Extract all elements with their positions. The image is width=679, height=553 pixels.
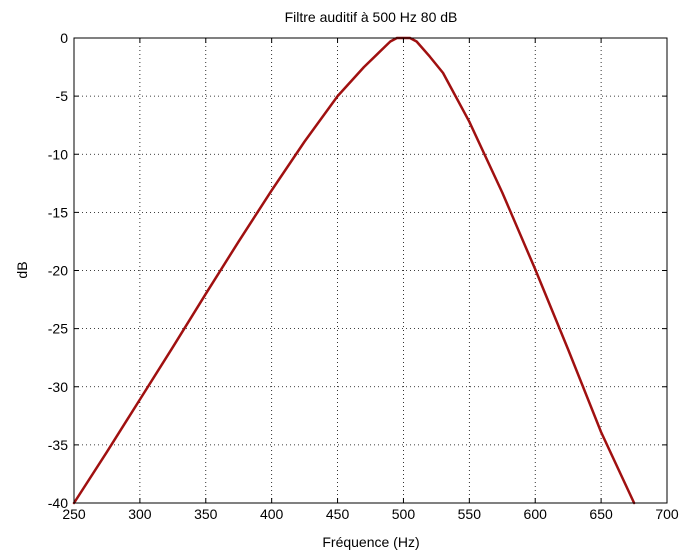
y-tick-label: -35	[48, 437, 68, 453]
x-tick-label: 350	[194, 506, 218, 522]
series-lines	[72, 36, 636, 505]
x-axis-label: Fréquence (Hz)	[322, 534, 419, 550]
y-tick-label: -10	[48, 146, 68, 162]
x-tick-label: 450	[326, 506, 350, 522]
x-tick-label: 700	[655, 506, 679, 522]
x-tick-label: 250	[62, 506, 86, 522]
y-axis-label: dB	[14, 261, 30, 278]
y-tick-label: -40	[48, 495, 68, 511]
x-tick-label: 500	[392, 506, 416, 522]
x-tick-label: 650	[589, 506, 613, 522]
x-tick-label: 550	[458, 506, 482, 522]
y-tick-label: -15	[48, 204, 68, 220]
chart-title: Filtre auditif à 500 Hz 80 dB	[285, 9, 458, 25]
y-tick-label: -5	[56, 88, 69, 104]
y-tick-label: -25	[48, 321, 68, 337]
axis-ticks: 250 300 350 400 450 500 550 600 650 700 0 -5 -10 -15 -…	[48, 30, 679, 522]
y-tick-label: -30	[48, 379, 68, 395]
x-tick-label: 400	[260, 506, 284, 522]
x-tick-label: 600	[524, 506, 548, 522]
series-line	[72, 36, 636, 505]
y-tick-label: 0	[60, 30, 68, 46]
y-tick-label: -20	[48, 263, 68, 279]
x-tick-label: 300	[128, 506, 152, 522]
